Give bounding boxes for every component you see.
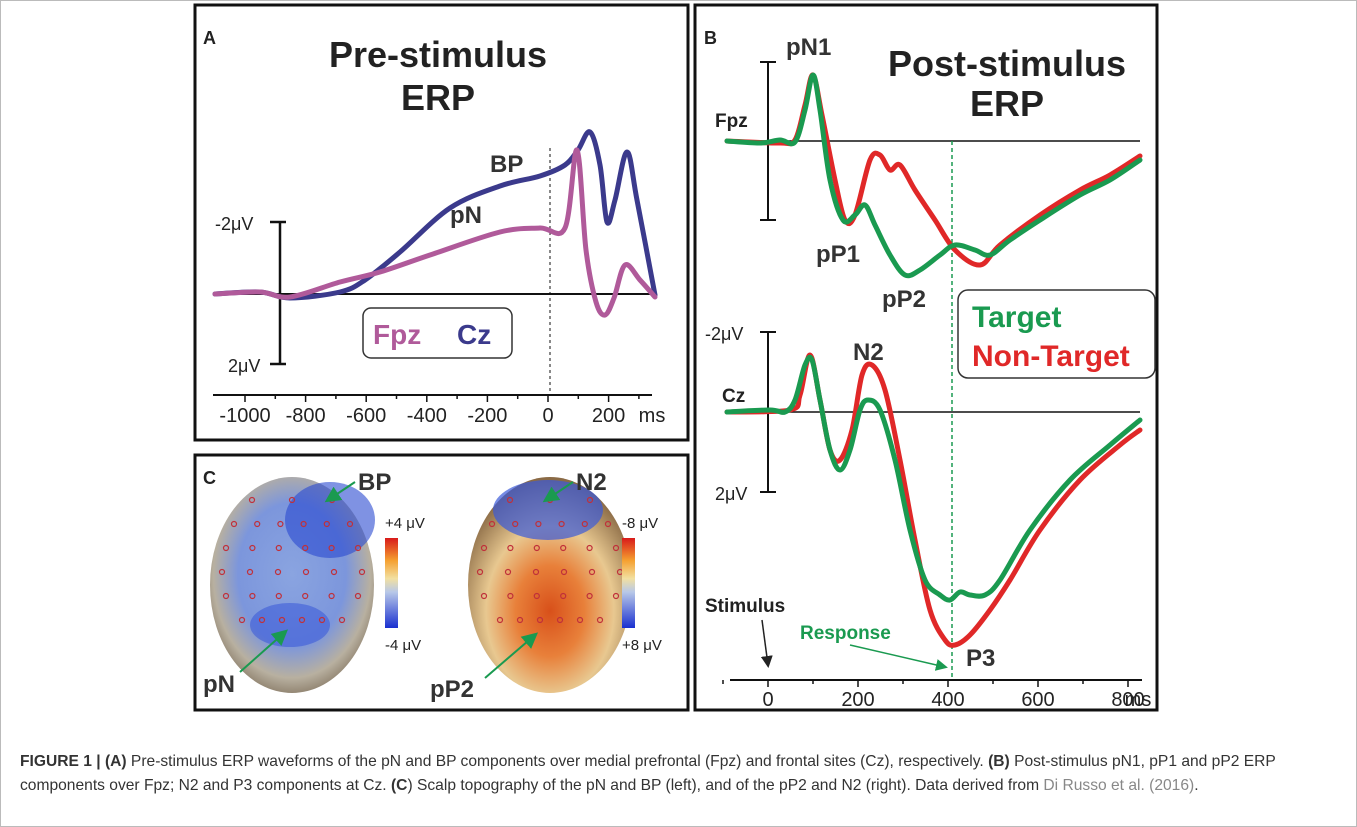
component-label: N2 bbox=[853, 339, 884, 366]
x-tick-label: 200 bbox=[841, 689, 874, 711]
scale-label: +4 μV bbox=[385, 515, 425, 532]
x-tick-label: 0 bbox=[542, 405, 553, 427]
legend-entry: Cz bbox=[457, 319, 491, 350]
component-label: N2 bbox=[576, 469, 607, 496]
panel-title: Post-stimulus bbox=[888, 43, 1126, 84]
x-tick-label: -200 bbox=[467, 405, 507, 427]
component-label: pN bbox=[203, 671, 235, 698]
x-tick-label: -1000 bbox=[219, 405, 270, 427]
component-label: P3 bbox=[966, 645, 995, 672]
caption: FIGURE 1 | (A) Pre-stimulus ERP waveform… bbox=[20, 750, 1345, 797]
panel-c: C +4 μV -4 μV -8 μV +8 μV BP pN N2 pP2 bbox=[195, 455, 688, 710]
x-tick-label: 0 bbox=[762, 689, 773, 711]
panel-title: ERP bbox=[970, 83, 1044, 124]
scale-label: -2μV bbox=[215, 214, 253, 234]
caption-segment: ) Scalp topography of the pN and BP (lef… bbox=[407, 777, 1043, 794]
x-tick-label: 200 bbox=[592, 405, 625, 427]
x-tick-label: -800 bbox=[286, 405, 326, 427]
caption-segment: . bbox=[1194, 777, 1198, 794]
caption-segment: (B) bbox=[988, 753, 1010, 770]
x-tick-label: 400 bbox=[931, 689, 964, 711]
caption-segment: (C bbox=[391, 777, 407, 794]
caption-segment: Pre-stimulus ERP waveforms of the pN and… bbox=[127, 753, 988, 770]
caption-segment: FIGURE 1 | (A) bbox=[20, 753, 127, 770]
scale-label: 2μV bbox=[228, 356, 260, 376]
caption-segment[interactable]: Di Russo et al. (2016) bbox=[1043, 777, 1194, 794]
x-unit: ms bbox=[639, 405, 666, 427]
scale-label: -4 μV bbox=[385, 637, 421, 654]
x-tick-label: -400 bbox=[407, 405, 447, 427]
x-tick-label: 600 bbox=[1021, 689, 1054, 711]
panel-label: C bbox=[203, 468, 216, 488]
component-label: pP2 bbox=[430, 676, 474, 703]
component-label: BP bbox=[358, 469, 391, 496]
legend-entry: Target bbox=[972, 301, 1061, 334]
legend-entry: Non-Target bbox=[972, 340, 1130, 373]
panel-title: Pre-stimulus bbox=[329, 34, 547, 75]
figure: A Pre-stimulus ERP -2μV 2μV BP pN Fpz Cz… bbox=[0, 0, 1357, 827]
x-unit: ms bbox=[1125, 689, 1152, 711]
panel-label: B bbox=[704, 28, 717, 48]
site-label: Fpz bbox=[715, 111, 748, 132]
legend-entry: Fpz bbox=[373, 319, 421, 350]
event-label: Response bbox=[800, 623, 891, 644]
panel-b: B Post-stimulus ERP Fpz pN1 pP1 pP2 Targ… bbox=[695, 5, 1157, 711]
component-label: pN1 bbox=[786, 34, 831, 61]
curve-label: pN bbox=[450, 202, 482, 229]
site-label: Cz bbox=[722, 386, 745, 407]
scale-label: 2μV bbox=[715, 484, 747, 504]
curve-label: BP bbox=[490, 151, 523, 178]
x-tick-label: -600 bbox=[346, 405, 386, 427]
component-label: pP1 bbox=[816, 241, 860, 268]
panel-label: A bbox=[203, 28, 216, 48]
scale-label: +8 μV bbox=[622, 637, 662, 654]
event-label: Stimulus bbox=[705, 596, 785, 617]
scale-label: -8 μV bbox=[622, 515, 658, 532]
component-label: pP2 bbox=[882, 286, 926, 313]
panel-title: ERP bbox=[401, 77, 475, 118]
scale-label: -2μV bbox=[705, 324, 743, 344]
panel-a: A Pre-stimulus ERP -2μV 2μV BP pN Fpz Cz… bbox=[195, 5, 688, 440]
page: A Pre-stimulus ERP -2μV 2μV BP pN Fpz Cz… bbox=[0, 0, 1357, 827]
